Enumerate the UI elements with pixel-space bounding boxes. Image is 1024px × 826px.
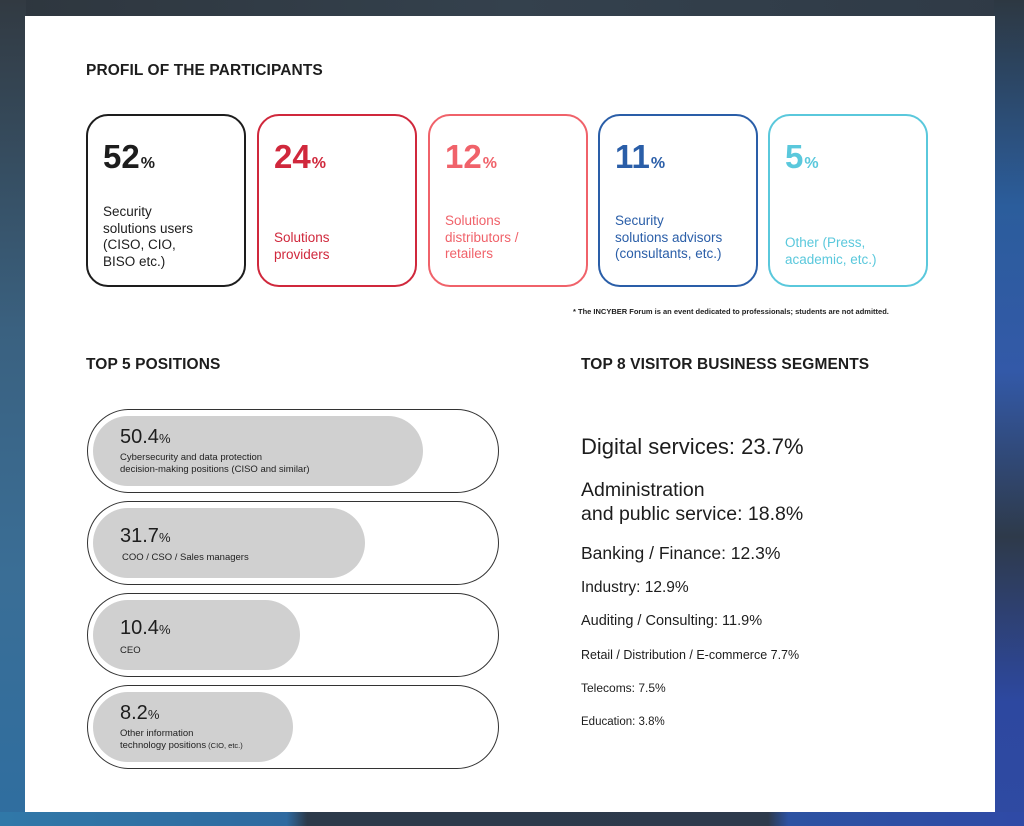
position-item: 31.7% COO / CSO / Sales managers (87, 501, 499, 585)
value-number: 8.2 (120, 702, 148, 724)
value-unit: % (158, 530, 171, 545)
value-number: 52 (103, 138, 140, 175)
position-bar-fill (93, 600, 300, 670)
value-number: 31.7 (120, 525, 159, 547)
segment-item: Telecoms: 7.5% (581, 681, 666, 695)
value-unit: % (650, 155, 666, 172)
position-value: 31.7% (120, 526, 171, 546)
position-value: 10.4% (120, 618, 171, 638)
value-number: 12 (445, 138, 482, 175)
background-right (994, 0, 1024, 826)
label-line: Cybersecurity and data protection (120, 452, 263, 463)
value-number: 50.4 (120, 426, 159, 448)
positions-title: TOP 5 POSITIONS (86, 356, 221, 373)
segment-item: Digital services: 23.7% (581, 434, 804, 459)
profile-card-value: 24% (274, 140, 326, 173)
profile-card-label: Solutions distributors / retailers (445, 213, 519, 263)
position-item: 50.4% Cybersecurity and data protection … (87, 409, 499, 493)
segment-item: Auditing / Consulting: 11.9% (581, 613, 763, 629)
label-line: providers (274, 246, 330, 262)
position-bar-fill (93, 692, 293, 762)
value-unit: % (158, 622, 171, 637)
label-line: Security (615, 213, 664, 228)
profile-card-label: Security solutions users (CISO, CIO, BIS… (103, 204, 193, 270)
segment-item: Banking / Finance: 12.3% (581, 543, 781, 563)
profile-card-label: Security solutions advisors (consultants… (615, 213, 722, 263)
value-number: 5 (785, 138, 804, 175)
label-line: CEO (120, 645, 141, 656)
position-value: 50.4% (120, 427, 171, 447)
label-line: technology positions (120, 740, 207, 751)
value-unit: % (147, 707, 160, 722)
position-bar-fill (93, 416, 423, 486)
document-page: PROFIL OF THE PARTICIPANTS 52% Security … (25, 16, 995, 812)
position-item: 10.4% CEO (87, 593, 499, 677)
profile-card-label: Other (Press, academic, etc.) (785, 235, 877, 268)
segments-title: TOP 8 VISITOR BUSINESS SEGMENTS (581, 356, 870, 373)
label-line: COO / CSO / Sales managers (122, 552, 249, 563)
value-number: 24 (274, 138, 311, 175)
background-bottom (0, 812, 1024, 826)
label-line: (consultants, etc.) (615, 246, 722, 261)
label-line: academic, etc.) (785, 251, 877, 267)
profile-card-providers: 24% Solutions providers (257, 114, 417, 287)
label-line: decision-making positions (CISO and simi… (120, 464, 310, 475)
label-line: solutions users (103, 220, 194, 236)
position-value: 8.2% (120, 703, 159, 723)
profile-card-users: 52% Security solutions users (CISO, CIO,… (86, 114, 246, 287)
position-bar-fill (93, 508, 365, 578)
profile-title: PROFIL OF THE PARTICIPANTS (86, 62, 323, 79)
background-left (0, 0, 26, 826)
profile-card-advisors: 11% Security solutions advisors (consult… (598, 114, 758, 287)
value-unit: % (482, 155, 497, 172)
label-line: (CISO, CIO, (103, 237, 176, 252)
segment-line: and public service: 18.8% (581, 503, 804, 525)
segment-item: Education: 3.8% (581, 716, 665, 728)
position-item: 8.2% Other information technology positi… (87, 685, 499, 769)
profile-card-other: 5% Other (Press, academic, etc.) (768, 114, 928, 287)
footnote: * The INCYBER Forum is an event dedicate… (573, 307, 889, 316)
segment-item: Administration and public service: 18.8% (581, 478, 803, 526)
position-label: COO / CSO / Sales managers (122, 552, 249, 564)
position-label: Other information technology positions (… (120, 728, 243, 752)
profile-card-value: 12% (445, 140, 497, 173)
profile-card-value: 52% (103, 140, 155, 173)
label-line: Solutions (274, 230, 330, 245)
segment-item: Retail / Distribution / E-commerce 7.7% (581, 648, 800, 662)
position-label: Cybersecurity and data protection decisi… (120, 452, 310, 476)
value-unit: % (311, 155, 326, 172)
value-unit: % (140, 155, 155, 172)
profile-card-distributors: 12% Solutions distributors / retailers (428, 114, 588, 287)
value-number: 10.4 (120, 617, 159, 639)
label-suffix: (CIO, etc.) (206, 741, 243, 750)
value-number: 11 (615, 138, 650, 175)
segment-line: Administration (581, 479, 705, 501)
value-unit: % (158, 431, 171, 446)
label-line: Other (Press, (785, 235, 866, 250)
label-line: Security (103, 204, 152, 219)
label-line: BISO etc.) (103, 253, 166, 269)
label-line: distributors / (445, 229, 519, 245)
profile-card-label: Solutions providers (274, 230, 330, 263)
background-top (0, 0, 1024, 16)
label-line: retailers (445, 246, 494, 261)
profile-card-value: 5% (785, 140, 819, 173)
position-label: CEO (120, 645, 141, 657)
value-unit: % (804, 155, 819, 172)
label-line: solutions advisors (615, 229, 723, 245)
label-line: Solutions (445, 213, 501, 228)
segment-item: Industry: 12.9% (581, 579, 689, 596)
label-line: Other information (120, 728, 194, 739)
profile-card-value: 11% (615, 140, 665, 173)
